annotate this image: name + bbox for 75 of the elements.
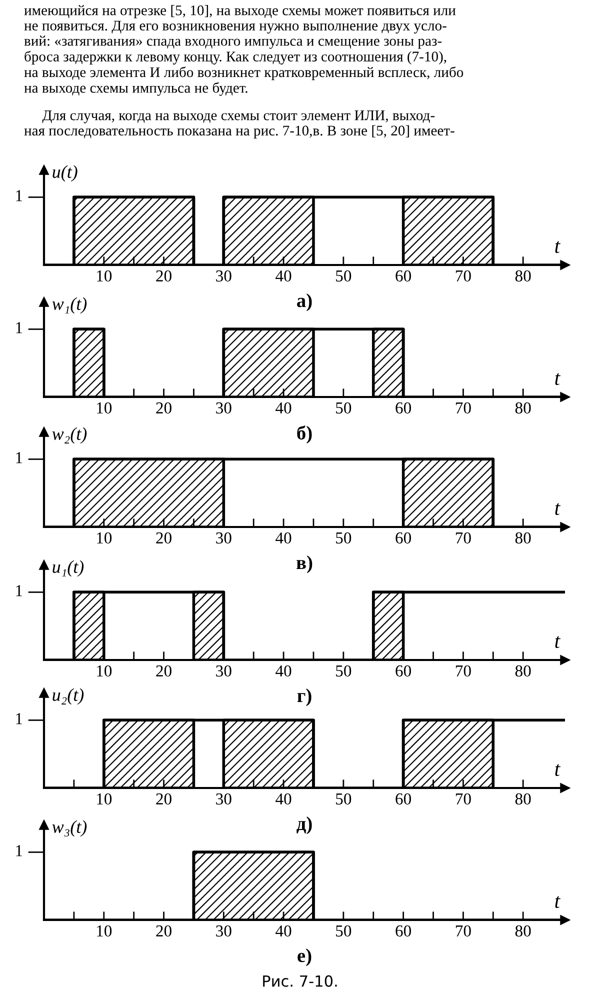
x-tick-label: 50 [336,793,352,805]
x-axis-title: t [555,241,560,254]
x-tick-label: 70 [456,532,471,544]
x-tick-label: 80 [515,793,531,805]
x-tick-label: 30 [216,793,232,805]
x-tick-label: 50 [336,270,352,282]
x-tick-label: 20 [156,532,172,544]
x-tick-label: 60 [396,665,412,677]
x-tick-label: 30 [216,270,232,282]
x-tick-label: 40 [276,793,292,805]
text: 1 [16,585,22,596]
y-axis-title: w₁(t) [52,297,87,314]
text: 1 [16,190,22,202]
text: 1 [16,713,22,724]
x-tick-label: 30 [216,532,232,544]
x-axis-title: t [555,764,560,776]
x-tick-label: 40 [276,532,292,544]
x-tick-label: 30 [216,925,232,937]
text: д) [296,816,312,834]
x-tick-label: 80 [515,925,531,937]
x-axis-title: t [555,636,560,648]
y-axis-title: w₂(t) [52,427,87,444]
x-axis-title: t [555,896,560,908]
y-axis-title: u₂(t) [52,688,84,705]
x-tick-label: 70 [456,793,471,805]
y-axis-title: w₃(t) [52,820,87,837]
x-axis-title: t [555,503,560,516]
x-tick-label: 50 [336,925,352,937]
x-tick-label: 50 [336,402,352,414]
text: г) [297,688,312,706]
x-axis-title: t [555,373,560,386]
x-tick-label: 20 [156,665,172,677]
x-tick-label: 60 [396,402,412,414]
text: б) [297,426,312,444]
text: 1 [16,845,22,856]
x-tick-label: 30 [216,402,232,414]
text: 1 [16,452,22,464]
y-axis-title: u(t) [52,165,78,182]
x-tick-label: 10 [97,402,112,414]
x-tick-label: 40 [276,270,292,282]
x-tick-label: 20 [156,402,172,414]
x-tick-label: 40 [276,402,292,414]
x-tick-label: 40 [276,925,292,937]
x-tick-label: 60 [396,793,412,805]
x-tick-label: 80 [515,532,531,544]
x-tick-label: 10 [97,532,112,544]
text: а) [297,294,312,312]
x-tick-label: 70 [456,402,471,414]
x-tick-label: 40 [276,665,292,677]
text: в) [296,556,312,574]
x-tick-label: 20 [156,925,172,937]
x-tick-label: 80 [515,402,531,414]
text: Для случая, когда на выходе схемы стоит элемент ИЛИ, выход- ная последовательность показана на рис. 7-10,в. В зоне [5, 20] имеет- [24,110,454,138]
x-tick-label: 80 [515,270,531,282]
x-tick-label: 70 [456,270,471,282]
x-tick-label: 50 [336,532,352,544]
text: е) [298,948,312,966]
y-axis-title: u₁(t) [52,560,84,577]
x-tick-label: 80 [515,665,531,677]
x-tick-label: 30 [216,665,232,677]
x-tick-label: 60 [396,270,412,282]
text: Рис. 7-10. [263,975,337,987]
x-tick-label: 10 [97,793,112,805]
x-tick-label: 10 [97,270,112,282]
x-tick-label: 70 [456,925,471,937]
text: 1 [16,322,22,334]
x-tick-label: 60 [396,532,412,544]
x-tick-label: 10 [97,925,112,937]
x-tick-label: 50 [336,665,352,677]
x-tick-label: 10 [97,665,112,677]
x-tick-label: 20 [156,793,172,805]
x-tick-label: 60 [396,925,412,937]
text: имеющийся на отрезке [5, 10], на выходе схемы может появиться или не появиться. Для его возникновения нужно выполнение двух усло- вий: «затягивания» спада входного импульса и смещение зоны раз- броса задержки к левому концу. Как следует из соотношения (7-10), на выходе элемента И либо возникнет кратковременный всплеск, либо на выходе схемы импульса не будет. [24,5,464,96]
x-tick-label: 20 [156,270,172,282]
x-tick-label: 70 [456,665,471,677]
